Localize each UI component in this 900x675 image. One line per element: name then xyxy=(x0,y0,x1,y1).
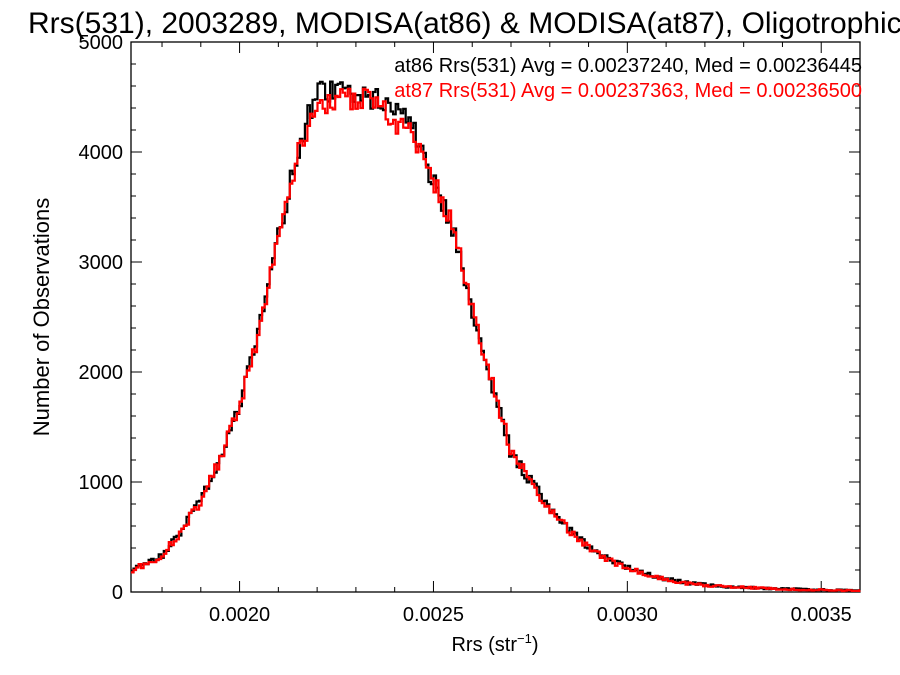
y-tick-label: 1000 xyxy=(79,472,124,494)
y-tick-label: 2000 xyxy=(79,362,124,384)
x-tick-label: 0.0035 xyxy=(791,604,852,626)
y-tick-label: 3000 xyxy=(79,252,124,274)
annotation-at87: at87 Rrs(531) Avg = 0.00237363, Med = 0.… xyxy=(394,80,862,102)
annotation-at86: at86 Rrs(531) Avg = 0.00237240, Med = 0.… xyxy=(394,55,862,77)
y-tick-label: 0 xyxy=(112,582,123,604)
x-axis-label: Rrs (str−1) xyxy=(451,631,538,656)
x-tick-label: 0.0025 xyxy=(403,604,464,626)
series-line-0 xyxy=(131,80,861,592)
x-axis-label-text: Rrs (str xyxy=(451,634,517,656)
x-tick-label: 0.0020 xyxy=(209,604,270,626)
x-tick-label: 0.0030 xyxy=(597,604,658,626)
series-line-1 xyxy=(131,87,861,593)
x-axis-label-close: ) xyxy=(532,634,539,656)
y-axis-ticks: 0 1000 2000 3000 4000 5000 xyxy=(79,32,860,604)
plot-frame xyxy=(130,41,861,593)
y-tick-label: 5000 xyxy=(79,32,124,54)
y-tick-label: 4000 xyxy=(79,142,124,164)
y-axis-label: Number of Observations xyxy=(29,198,54,436)
series-group xyxy=(131,80,861,593)
chart-title: Rrs(531), 2003289, MODISA(at86) & MODISA… xyxy=(28,7,900,40)
x-axis-ticks: 0.0020 0.0025 0.0030 0.0035 xyxy=(161,42,852,626)
x-axis-label-superscript: −1 xyxy=(517,631,532,646)
